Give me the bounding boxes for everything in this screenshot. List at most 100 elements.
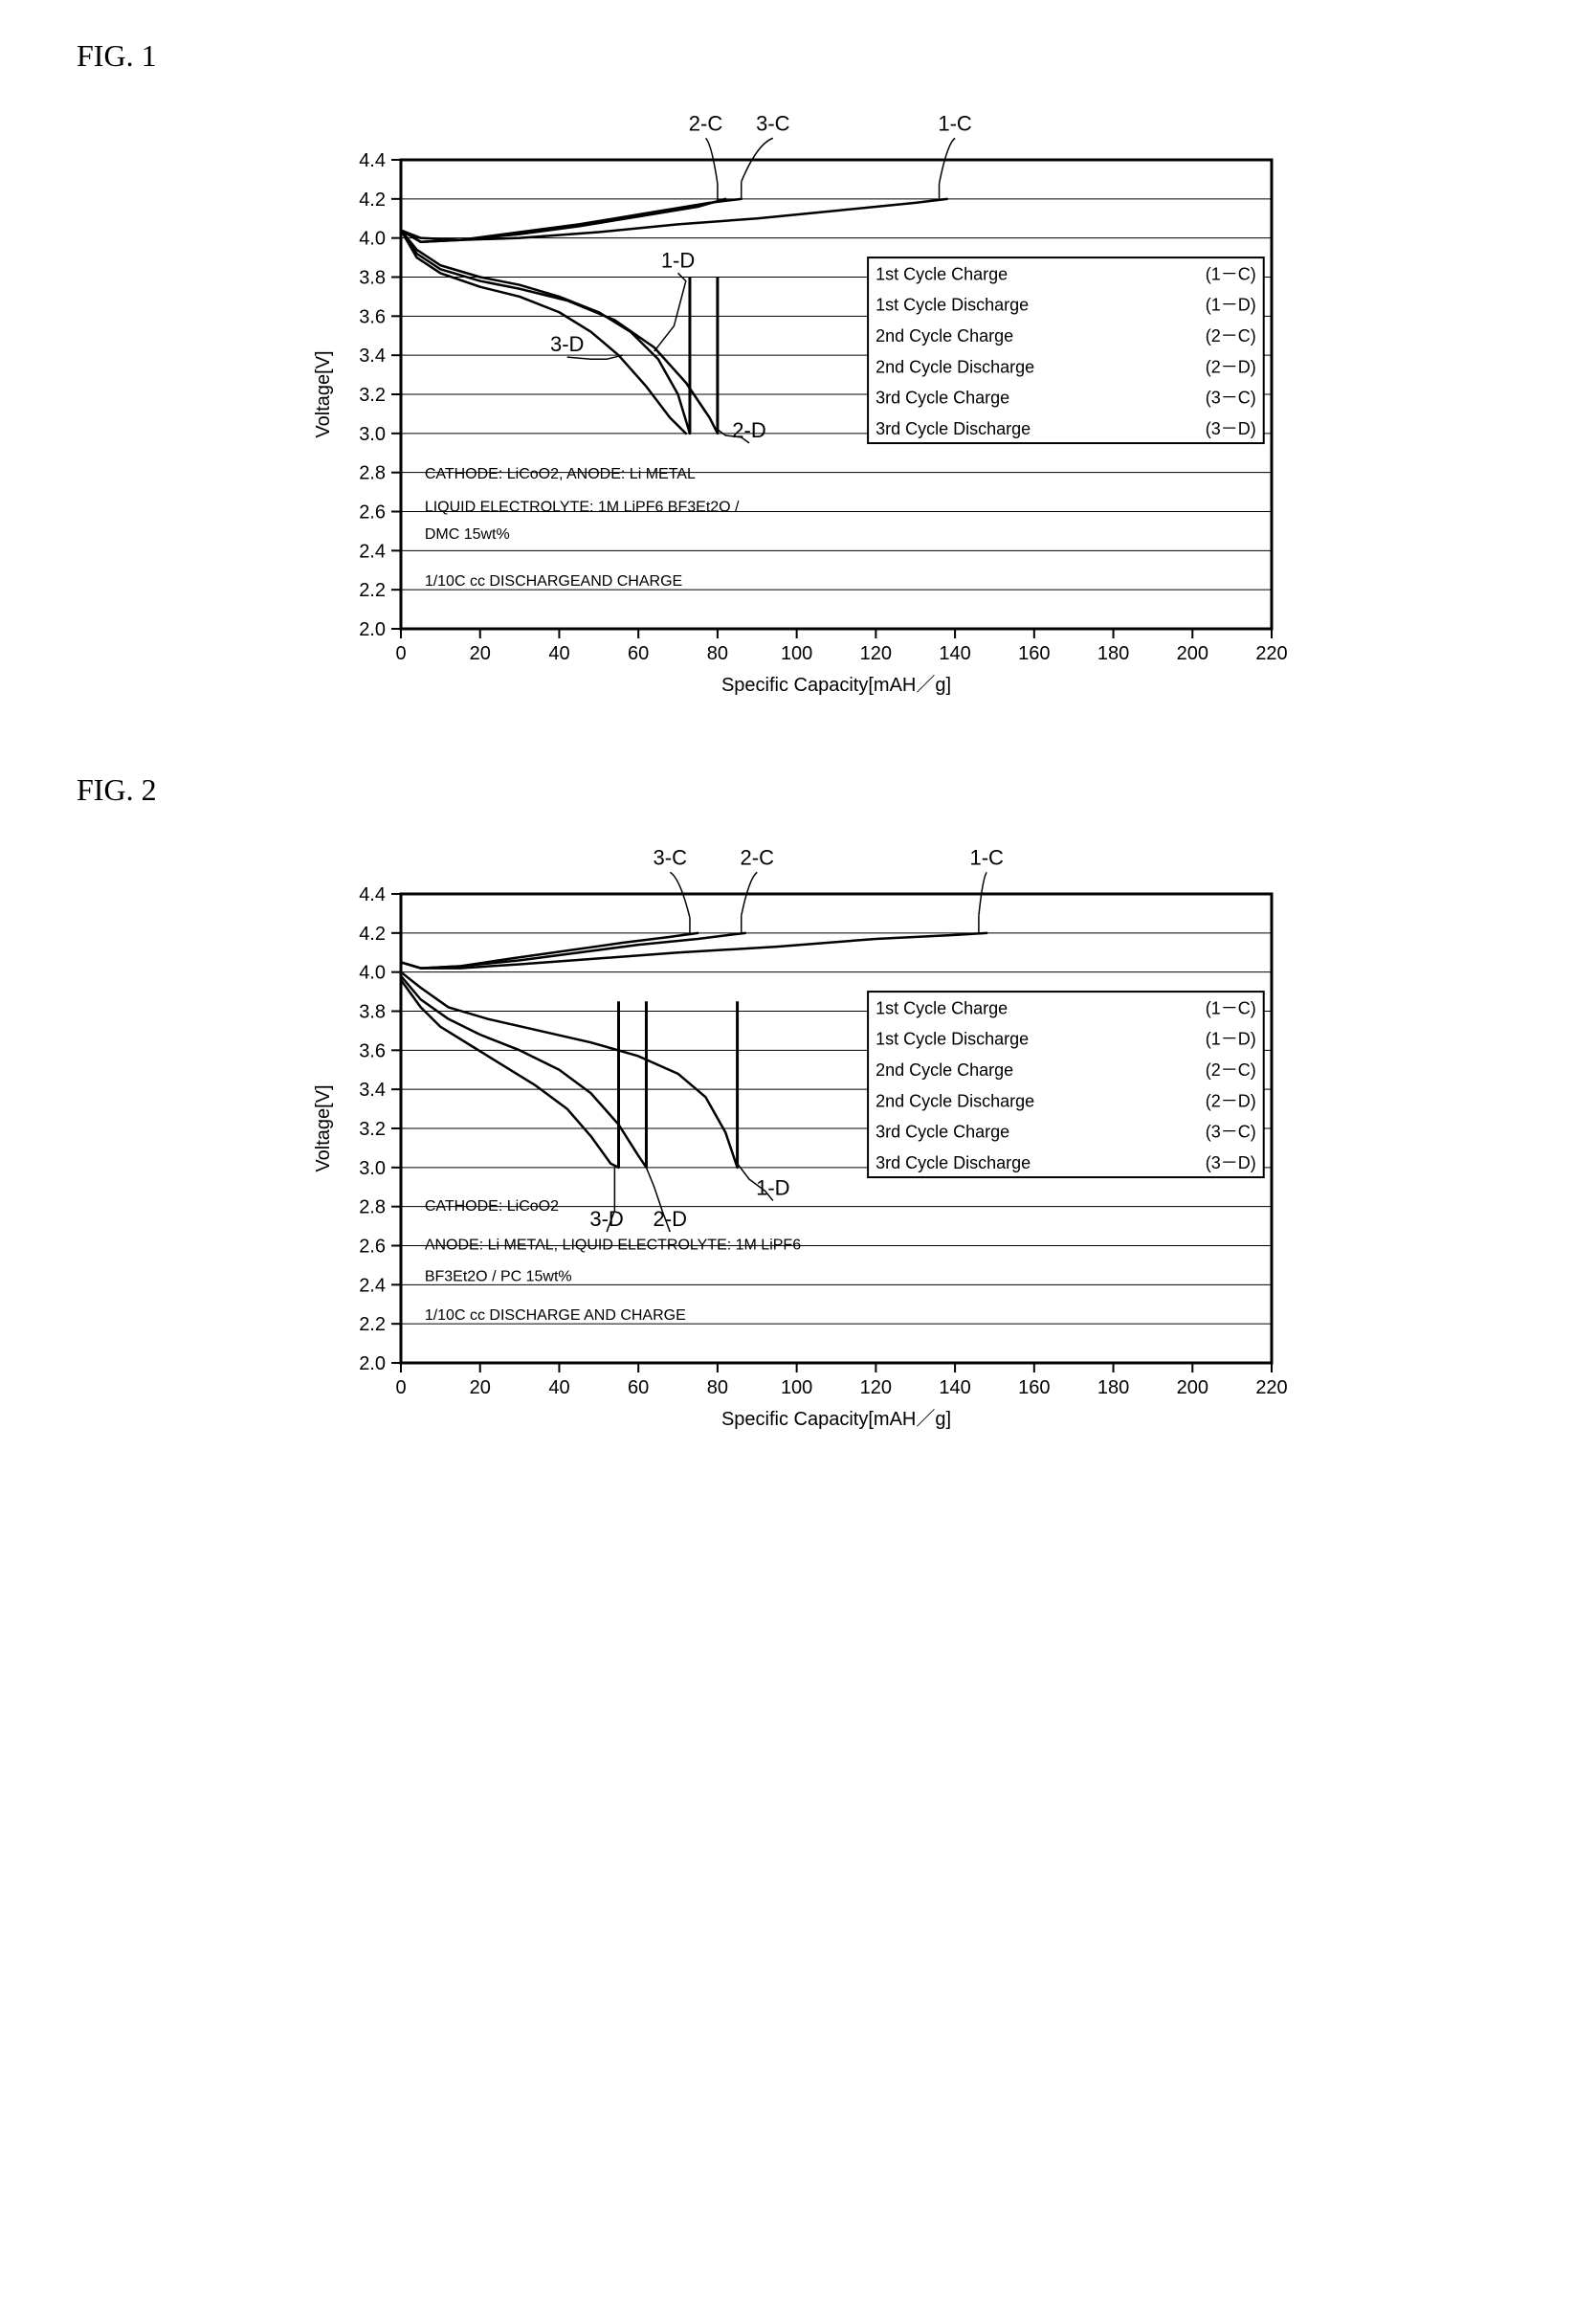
legend-box [868,992,1264,1177]
x-tick-label: 20 [470,643,491,664]
y-tick-label: 2.0 [359,1353,386,1374]
x-tick-label: 100 [781,1377,812,1398]
y-tick-label: 4.2 [359,190,386,211]
legend-item-code: (2－D) [1206,357,1256,376]
series-1-D [401,231,690,434]
annotation-text: 1/10C cc DISCHARGE AND CHARGE [425,1307,686,1324]
x-tick-label: 100 [781,643,812,664]
legend-item-label: 3rd Cycle Discharge [876,1153,1031,1172]
y-tick-label: 4.0 [359,229,386,250]
y-tick-label: 3.2 [359,1119,386,1140]
y-tick-label: 4.4 [359,150,386,171]
legend-item-label: 2nd Cycle Discharge [876,1091,1034,1110]
y-tick-label: 4.4 [359,884,386,905]
chart-svg: 0 20 40 60 80 100 120 140 160 180 200 220 2.0 2.2 2.4 2… [296,102,1300,715]
leader-label: 3-D [550,332,584,356]
x-tick-label: 220 [1255,1377,1287,1398]
leader-label: 3-C [654,845,688,869]
series-3-C [401,199,742,242]
y-tick-label: 2.8 [359,1197,386,1218]
legend-item-code: (3－D) [1206,1153,1256,1172]
y-tick-label: 2.8 [359,463,386,484]
y-axis-label: Voltage[V] [313,350,334,437]
x-tick-label: 40 [548,643,569,664]
y-tick-label: 2.0 [359,619,386,640]
x-tick-label: 200 [1177,643,1208,664]
leader-label: 1-D [756,1175,789,1199]
annotation-text: LIQUID ELECTROLYTE: 1M LiPF6 BF3Et2O / [425,500,740,516]
x-tick-label: 80 [707,643,728,664]
y-tick-label: 3.8 [359,268,386,289]
legend-item-label: 3rd Cycle Charge [876,389,1009,408]
y-tick-label: 2.4 [359,1275,386,1296]
y-tick-label: 2.6 [359,1237,386,1258]
x-tick-label: 120 [860,643,892,664]
legend-item-code: (1－D) [1206,296,1256,315]
legend-item-label: 1st Cycle Charge [876,998,1008,1017]
leader-label: 1-C [969,845,1004,869]
legend-item-label: 2nd Cycle Discharge [876,357,1034,376]
x-tick-label: 60 [628,1377,649,1398]
x-tick-label: 140 [939,1377,970,1398]
legend-item-code: (1－C) [1206,998,1256,1017]
legend-item-code: (3－D) [1206,419,1256,438]
series-2-D [401,976,646,1168]
x-tick-label: 80 [707,1377,728,1398]
legend-item-label: 3rd Cycle Discharge [876,419,1031,438]
x-axis-label: Specific Capacity[mAH／g] [721,675,951,696]
chart-wrap: 0204060801001201401601802002202.02.22.42… [57,837,1539,1449]
chart-wrap: 0 20 40 60 80 100 120 140 160 180 200 220 2.0 2.2 2.4 2… [57,102,1539,715]
legend-item-label: 2nd Cycle Charge [876,326,1013,346]
legend-item-label: 2nd Cycle Charge [876,1060,1013,1080]
annotation-text: CATHODE: LiCoO2, ANODE: Li METAL [425,466,696,482]
series-1-D [401,972,738,1168]
x-tick-label: 160 [1018,643,1050,664]
legend-item-code: (1－C) [1206,264,1256,283]
x-tick-label: 60 [628,643,649,664]
x-tick-label: 220 [1255,643,1287,664]
series-1-C [401,199,947,240]
annotation-text: 1/10C cc DISCHARGEAND CHARGE [425,573,682,590]
y-tick-label: 3.6 [359,306,386,327]
x-tick-label: 160 [1018,1377,1050,1398]
x-tick-label: 180 [1097,643,1129,664]
y-tick-label: 3.4 [359,1080,386,1101]
x-tick-label: 140 [939,643,970,664]
y-axis-label: Voltage[V] [313,1084,334,1171]
leader-label: 2-D [732,418,765,442]
figure-label: FIG. 2 [77,772,1539,808]
leader-label: 1-D [661,248,695,272]
chart-svg: 0204060801001201401601802002202.02.22.42… [296,837,1300,1449]
y-tick-label: 3.6 [359,1040,386,1061]
legend-item-label: 1st Cycle Discharge [876,296,1029,315]
y-tick-label: 3.2 [359,385,386,406]
legend-item-label: 3rd Cycle Charge [876,1123,1009,1142]
x-tick-label: 0 [395,1377,406,1398]
y-tick-label: 3.0 [359,424,386,445]
figure-block: FIG. 1 0 20 40 60 80 100 120 140 160 180 200 220 2.0 2… [57,38,1539,715]
x-tick-label: 120 [860,1377,892,1398]
leader-label: 2-C [741,845,775,869]
y-tick-label: 4.0 [359,963,386,984]
legend-item-code: (1－D) [1206,1030,1256,1049]
series-3-D [401,231,686,434]
legend-box [868,257,1264,443]
y-tick-label: 2.2 [359,1314,386,1335]
figure-label: FIG. 1 [77,38,1539,74]
y-tick-label: 2.4 [359,541,386,562]
legend-item-code: (3－C) [1206,389,1256,408]
legend-item-label: 1st Cycle Charge [876,264,1008,283]
y-tick-label: 3.0 [359,1158,386,1179]
x-tick-label: 0 [395,643,406,664]
annotation-text: DMC 15wt% [425,526,510,543]
y-tick-label: 2.6 [359,502,386,524]
leader-line [654,273,686,351]
y-tick-label: 2.2 [359,580,386,601]
y-tick-label: 3.8 [359,1002,386,1023]
leader-label: 1-C [938,111,972,135]
legend-item-code: (2－C) [1206,326,1256,346]
annotation-text: CATHODE: LiCoO2 [425,1198,559,1215]
x-axis-label: Specific Capacity[mAH／g] [721,1409,951,1430]
x-tick-label: 180 [1097,1377,1129,1398]
figure-block: FIG. 20204060801001201401601802002202.02… [57,772,1539,1449]
